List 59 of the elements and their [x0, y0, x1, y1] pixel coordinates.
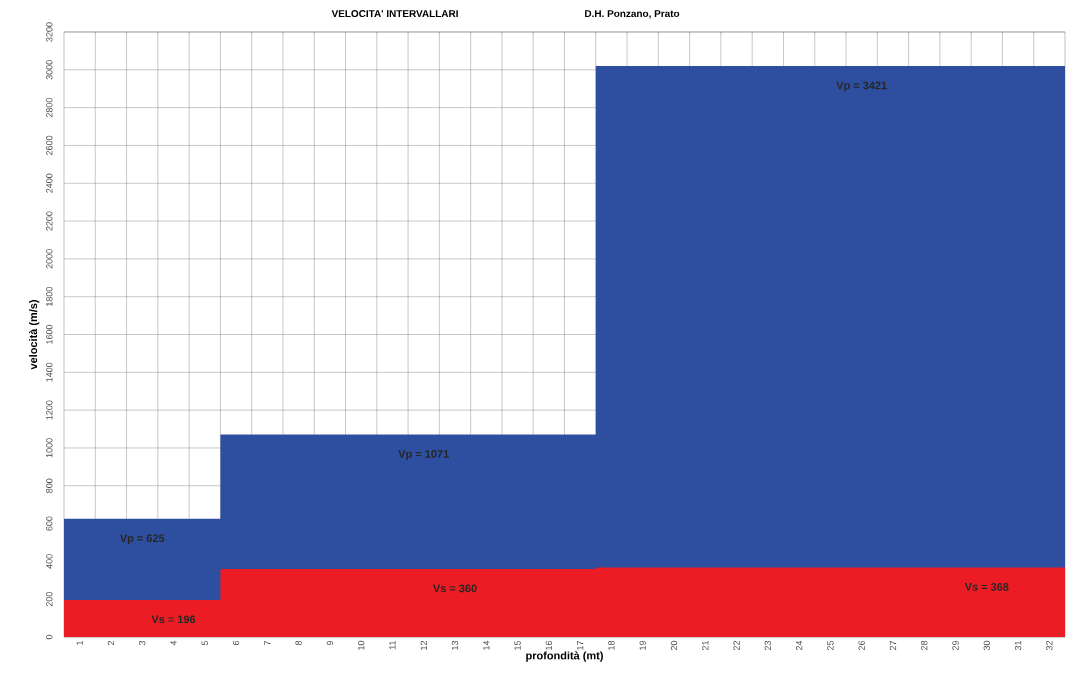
x-tick-label: 19	[639, 640, 646, 650]
x-tick-label: 30	[983, 640, 990, 651]
x-tick-label: 18	[608, 640, 615, 650]
y-tick-label: 2000	[46, 249, 53, 269]
annotation: Vp = 625	[119, 534, 165, 545]
x-tick-label: 8	[295, 640, 302, 646]
x-tick-label: 12	[420, 640, 427, 650]
annotation: Vp = 3421	[836, 81, 887, 92]
chart-title: VELOCITA' INTERVALLARI	[331, 10, 458, 18]
y-tick-label: 2400	[46, 173, 53, 193]
x-tick-label: 21	[702, 640, 709, 651]
x-tick-label: 24	[795, 640, 803, 651]
x-tick-label: 13	[451, 640, 459, 650]
y-tick-label: 1400	[46, 362, 53, 382]
x-tick-label: 22	[733, 640, 740, 651]
x-tick-label: 16	[545, 640, 553, 650]
y-tick-label: 2800	[46, 98, 53, 118]
x-tick-label: 28	[921, 640, 928, 651]
x-tick-label: 26	[858, 640, 865, 651]
x-tick-label: 23	[764, 640, 772, 651]
y-tick-label: 1800	[46, 287, 53, 306]
x-tick-label: 1	[76, 640, 83, 645]
x-tick-label: 31	[1014, 640, 1022, 651]
y-tick-label: 800	[46, 478, 53, 493]
x-axis-title: profondità (mt)	[526, 651, 603, 662]
x-tick-label: 17	[577, 640, 584, 650]
x-tick-label: 14	[483, 640, 490, 650]
x-tick-label: 10	[357, 640, 365, 650]
chart-subtitle: D.H. Ponzano, Prato	[585, 10, 680, 19]
x-tick-label: 25	[827, 640, 834, 651]
y-tick-label: 2600	[46, 135, 53, 155]
x-tick-label: 27	[889, 640, 897, 651]
y-tick-label: 400	[46, 554, 53, 569]
y-tick-label: 1000	[46, 438, 53, 458]
x-tick-label: 9	[326, 640, 334, 646]
x-tick-label: 6	[232, 640, 240, 646]
x-tick-label: 5	[201, 640, 208, 646]
x-tick-label: 15	[514, 640, 521, 650]
y-tick-label: 1600	[46, 324, 53, 344]
y-tick-label: 600	[46, 516, 53, 531]
y-tick-label: 0	[46, 634, 53, 640]
y-tick-label: 2200	[46, 211, 53, 231]
annotation: Vp = 1071	[398, 450, 449, 460]
x-tick-label: 32	[1046, 640, 1053, 651]
x-tick-label: 11	[389, 640, 396, 650]
x-tick-label: 2	[107, 640, 115, 646]
x-tick-label: 29	[952, 640, 959, 651]
x-tick-label: 4	[170, 640, 177, 646]
annotation: Vs = 360	[433, 584, 477, 593]
y-tick-label: 3200	[46, 22, 53, 42]
y-tick-label: 1200	[46, 400, 53, 420]
y-axis-title: velocità (m/s)	[28, 300, 40, 370]
x-tick-label: 3	[139, 640, 146, 646]
y-tick-label: 200	[46, 592, 53, 607]
x-tick-label: 7	[264, 640, 271, 646]
annotation: Vs = 196	[151, 615, 196, 624]
annotation: Vs = 368	[964, 582, 1009, 591]
y-tick-label: 3000	[46, 60, 53, 80]
x-tick-label: 20	[670, 640, 678, 651]
